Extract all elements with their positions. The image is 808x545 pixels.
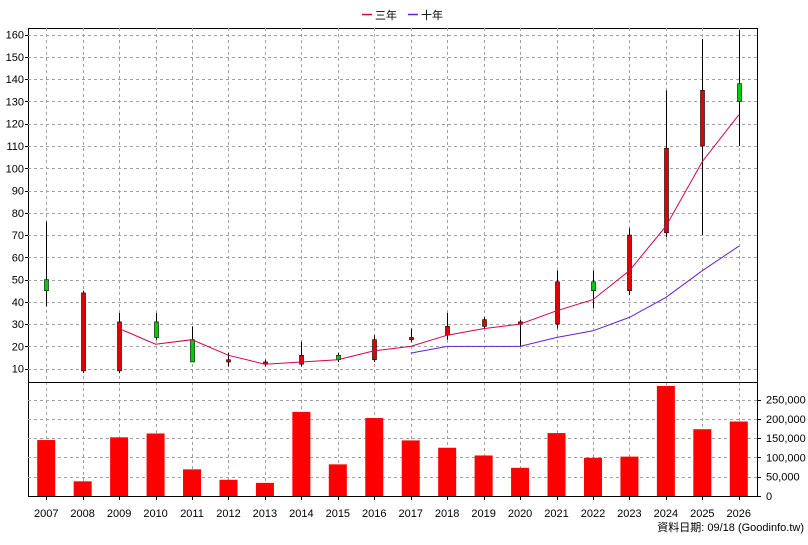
legend: 三年 十年 [362, 8, 443, 22]
candle-body [372, 339, 377, 361]
volume-bar [547, 433, 566, 496]
volume-bar [328, 464, 347, 496]
x-tick-label: 2023 [617, 508, 641, 520]
price-tick-label: 60 [12, 252, 24, 264]
axis-labels: 2007 2008 2009 2010 2011 2012 2013 2014 2015 2016… [6, 30, 806, 520]
candle-body [154, 321, 159, 338]
volume-bar [729, 421, 748, 496]
candle-body [445, 326, 450, 336]
volume-tick-label: 0 [766, 491, 772, 503]
price-tick-label: 80 [12, 208, 24, 220]
plot-frame [28, 28, 758, 497]
volume-bar [438, 447, 457, 496]
volume-bar [365, 418, 384, 496]
moving-average-lines [118, 114, 740, 365]
x-tick-label: 2015 [326, 508, 350, 520]
x-tick-label: 2021 [544, 508, 568, 520]
candle-body [81, 292, 86, 372]
candle-body [737, 83, 742, 102]
price-tick-label: 140 [6, 74, 24, 86]
volume-tick-label: 50,000 [766, 472, 800, 484]
price-tick-label: 110 [6, 141, 24, 153]
candle-body [226, 359, 231, 363]
price-tick-label: 160 [6, 30, 24, 42]
volume-bar [37, 440, 56, 496]
volume-tick-label: 100,000 [766, 452, 806, 464]
x-tick-label: 2014 [289, 508, 313, 520]
price-tick-label: 40 [12, 297, 24, 309]
volume-bar [219, 479, 238, 496]
x-tick-label: 2019 [471, 508, 495, 520]
candle-body [664, 147, 669, 234]
legend-label: 三年 [375, 8, 397, 22]
x-tick-label: 2025 [690, 508, 714, 520]
price-tick-label: 70 [12, 230, 24, 242]
x-tick-label: 2022 [581, 508, 605, 520]
candle-body [44, 279, 49, 292]
volume-bar [583, 457, 602, 496]
volume-bar [401, 440, 420, 496]
volume-bar [110, 437, 129, 496]
candle-body [299, 354, 304, 365]
price-candles [44, 30, 742, 374]
volume-bar [146, 433, 165, 496]
volume-tick-label: 150,000 [766, 433, 806, 445]
volume-bar [292, 411, 311, 496]
volume-bar [511, 467, 530, 496]
x-tick-label: 2016 [362, 508, 386, 520]
grid-layer [28, 28, 757, 496]
x-tick-label: 2018 [435, 508, 459, 520]
footer-date: 資料日期: 09/18 (Goodinfo.tw) [657, 520, 804, 534]
candle-body [555, 281, 560, 325]
candle-body [700, 90, 705, 147]
price-tick-label: 50 [12, 275, 24, 287]
volume-tick-label: 200,000 [766, 414, 806, 426]
x-tick-label: 2011 [180, 508, 204, 520]
x-tick-label: 2024 [654, 508, 678, 520]
x-tick-label: 2013 [253, 508, 277, 520]
x-tick-label: 2010 [143, 508, 167, 520]
x-tick-label: 2020 [508, 508, 532, 520]
volume-bars [37, 386, 748, 496]
volume-tick-label: 250,000 [766, 395, 806, 407]
price-tick-label: 120 [6, 119, 24, 131]
x-tick-label: 2026 [727, 508, 751, 520]
candle-body [409, 337, 414, 340]
series-line [118, 114, 740, 365]
price-tick-label: 150 [6, 52, 24, 64]
legend-label: 十年 [421, 8, 443, 22]
price-tick-label: 130 [6, 96, 24, 108]
x-tick-label: 2009 [107, 508, 131, 520]
volume-bar [656, 386, 675, 496]
volume-bar [620, 456, 639, 496]
volume-bar [693, 429, 712, 496]
price-tick-label: 20 [12, 341, 24, 353]
volume-bar [183, 469, 202, 496]
candle-body [627, 234, 632, 292]
x-tick-label: 2008 [70, 508, 94, 520]
candle-body [117, 321, 122, 372]
x-tick-label: 2017 [398, 508, 422, 520]
price-tick-label: 30 [12, 319, 24, 331]
volume-bar [73, 481, 92, 496]
price-tick-label: 100 [6, 163, 24, 175]
price-tick-label: 10 [12, 364, 24, 376]
candle-body [591, 281, 596, 292]
x-tick-label: 2012 [216, 508, 240, 520]
candle-body [482, 319, 487, 327]
price-tick-label: 90 [12, 186, 24, 198]
volume-bar [474, 455, 493, 496]
candle-body [190, 339, 195, 363]
volume-bar [255, 482, 274, 496]
x-tick-label: 2007 [34, 508, 58, 520]
series-line [410, 245, 740, 354]
